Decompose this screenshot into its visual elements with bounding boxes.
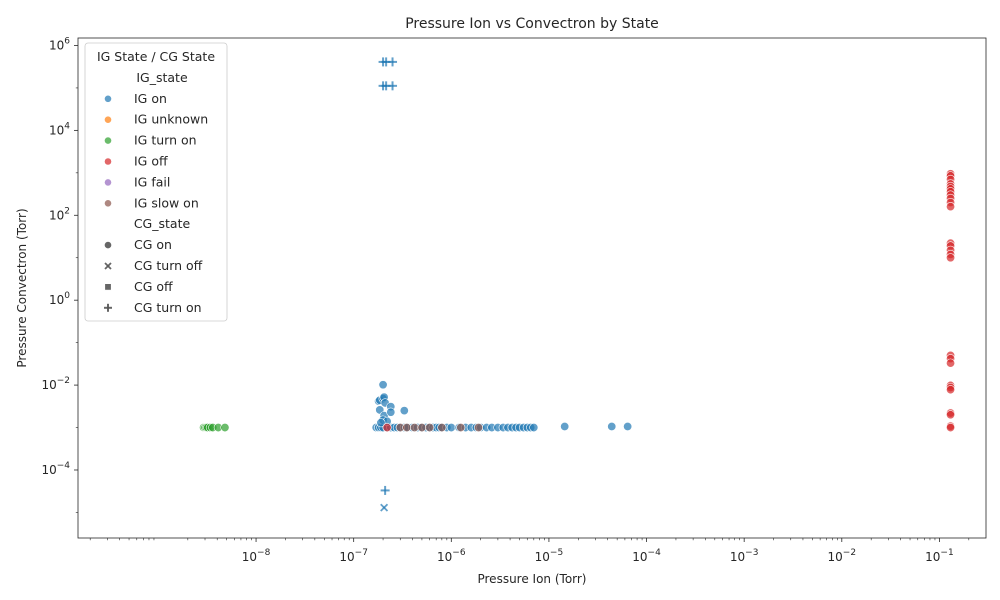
data-point	[456, 423, 466, 433]
chart-title: Pressure Ion vs Convectron by State	[405, 16, 659, 32]
data-point	[560, 421, 570, 431]
data-point	[380, 503, 389, 512]
data-point	[529, 423, 539, 433]
legend-box	[84, 42, 228, 322]
x-tick-label: 10−7	[339, 548, 368, 564]
legend-entry: IG on	[134, 91, 167, 106]
data-point	[376, 418, 386, 428]
legend-hue-heading: IG_state	[136, 70, 188, 85]
x-tick-label: 10−3	[730, 548, 759, 564]
data-point	[946, 358, 956, 368]
data-point	[437, 423, 447, 433]
legend-title: IG State / CG State	[97, 49, 215, 64]
data-point	[474, 423, 484, 433]
legend-entry: IG unknown	[134, 112, 208, 127]
legend-marker	[104, 199, 112, 208]
y-tick-label: 106	[49, 36, 70, 52]
legend-marker	[104, 115, 112, 124]
data-point	[946, 410, 956, 420]
data-point	[378, 380, 388, 390]
data-point	[946, 202, 956, 212]
x-tick-label: 10−6	[437, 548, 466, 564]
data-point	[946, 253, 956, 263]
plot-area: 10−8 10−7 10−6 10−5 10−4 10−3 10−2 10−1 10−410−…	[41, 36, 987, 564]
legend-entry: CG turn on	[134, 300, 202, 315]
x-tick-label: 10−1	[925, 548, 954, 564]
data-point	[402, 423, 412, 433]
legend-marker	[104, 262, 112, 270]
data-point	[220, 423, 230, 433]
y-tick-label: 104	[49, 121, 70, 137]
legend-entry: IG turn on	[134, 133, 197, 148]
x-axis-label: Pressure Ion (Torr)	[477, 572, 586, 586]
x-tick-label: 10−5	[535, 548, 564, 564]
data-point	[388, 81, 398, 91]
legend-style-heading: CG_state	[134, 216, 191, 231]
data-points	[199, 57, 956, 512]
y-axis-ticks: 10−4 10−2 100 102 104 106	[41, 36, 78, 513]
legend-marker	[104, 94, 112, 103]
legend-marker	[104, 178, 112, 187]
data-point	[607, 421, 617, 431]
data-point	[946, 423, 956, 433]
y-axis-label: Pressure Convectron (Torr)	[15, 208, 29, 367]
y-tick-label: 10−2	[41, 376, 70, 392]
y-tick-label: 102	[49, 206, 70, 222]
legend-marker	[104, 241, 112, 249]
data-point	[425, 423, 435, 433]
legend-marker	[104, 303, 112, 312]
legend-entry: IG slow on	[134, 195, 199, 210]
data-point	[386, 407, 396, 417]
y-tick-label: 10−4	[41, 461, 70, 477]
axes-frame	[77, 37, 987, 539]
legend: IG State / CG State IG_state IG on IG unkno…	[84, 42, 228, 322]
data-point	[417, 423, 427, 433]
data-point	[382, 423, 392, 433]
data-point	[380, 485, 390, 495]
data-point	[388, 57, 398, 67]
legend-entry: IG off	[134, 154, 168, 169]
data-point	[399, 406, 409, 416]
x-tick-label: 10−8	[242, 548, 271, 564]
x-axis-ticks: 10−8 10−7 10−6 10−5 10−4 10−3 10−2 10−1	[89, 538, 970, 564]
y-tick-label: 100	[49, 291, 70, 307]
legend-entry: CG turn off	[134, 258, 203, 273]
x-tick-label: 10−2	[828, 548, 857, 564]
legend-entry: CG off	[134, 279, 173, 294]
legend-marker	[104, 283, 112, 291]
legend-marker	[104, 136, 112, 145]
x-tick-label: 10−4	[632, 548, 661, 564]
legend-entry: IG fail	[134, 174, 170, 189]
legend-entry: CG on	[134, 237, 172, 252]
data-point	[446, 423, 456, 433]
legend-marker	[104, 157, 112, 166]
data-point	[946, 385, 956, 395]
data-point	[623, 421, 633, 431]
